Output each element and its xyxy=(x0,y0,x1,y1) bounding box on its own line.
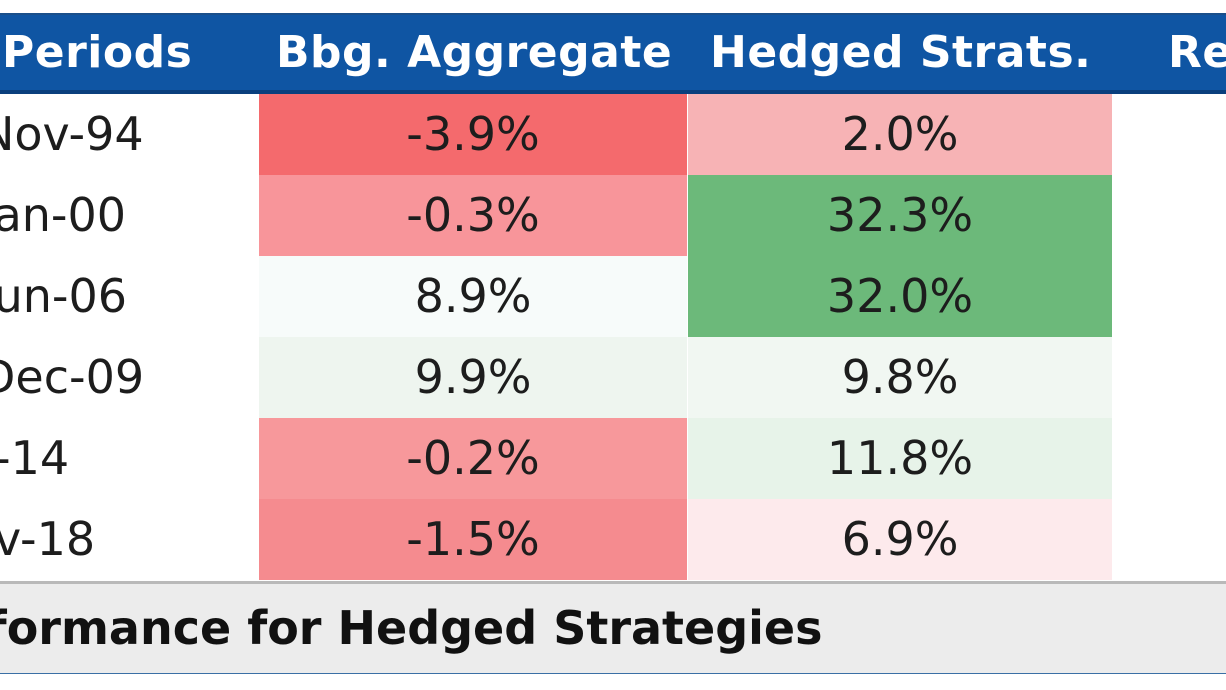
hedged-strats-cell: 2.0% xyxy=(688,94,1112,175)
bbg-aggregate-cell: -3.9% xyxy=(259,94,687,175)
table-header-row: Periods Bbg. Aggregate Hedged Strats. Re xyxy=(0,15,1226,90)
bbg-aggregate-cell: -1.5% xyxy=(259,499,687,580)
period-label: -14 xyxy=(0,431,70,485)
table-row: Jan-00 -0.3%32.3% xyxy=(0,175,1226,256)
header-divider xyxy=(0,90,1226,94)
hedged-strats-cell: 32.3% xyxy=(688,175,1112,256)
hedged-strategies-table: Periods Bbg. Aggregate Hedged Strats. Re… xyxy=(0,13,1226,674)
period-label: Nov-94 xyxy=(0,107,144,161)
bbg-aggregate-cell: 8.9% xyxy=(259,256,687,337)
hedged-strats-cell: 11.8% xyxy=(688,418,1112,499)
period-label: v-18 xyxy=(0,512,96,566)
period-label: Jan-00 xyxy=(0,188,127,242)
bbg-aggregate-cell: -0.3% xyxy=(259,175,687,256)
period-cell: v-18 xyxy=(0,499,252,580)
table-caption-bar: rformance for Hedged Strategies xyxy=(0,581,1226,673)
table-row: Jun-06 8.9%32.0% xyxy=(0,256,1226,337)
header-hedged-strats: Hedged Strats. xyxy=(710,27,1092,78)
bbg-aggregate-cell: -0.2% xyxy=(259,418,687,499)
hedged-strats-cell: 32.0% xyxy=(688,256,1112,337)
header-bbg-aggregate: Bbg. Aggregate xyxy=(276,27,673,78)
table-row: v-18 -1.5% 6.9% xyxy=(0,499,1226,580)
period-label: Dec-09 xyxy=(0,350,145,404)
period-cell: Dec-09 xyxy=(0,337,252,418)
hedged-strats-cell: 9.8% xyxy=(688,337,1112,418)
table-row: Dec-09 9.9%9.8% xyxy=(0,337,1226,418)
bbg-aggregate-cell: 9.9% xyxy=(259,337,687,418)
period-cell: Jan-00 xyxy=(0,175,252,256)
table-caption: rformance for Hedged Strategies xyxy=(0,601,823,655)
table-row: -14 -0.2% 11.8% xyxy=(0,418,1226,499)
period-cell: -14 xyxy=(0,418,252,499)
period-cell: Jun-06 xyxy=(0,256,252,337)
period-label: Jun-06 xyxy=(0,269,128,323)
header-truncated-column: Re xyxy=(1168,27,1226,78)
table-row: Nov-94 -3.9%2.0% xyxy=(0,94,1226,175)
period-cell: Nov-94 xyxy=(0,94,252,175)
header-periods: Periods xyxy=(2,27,193,78)
hedged-strats-cell: 6.9% xyxy=(688,499,1112,580)
